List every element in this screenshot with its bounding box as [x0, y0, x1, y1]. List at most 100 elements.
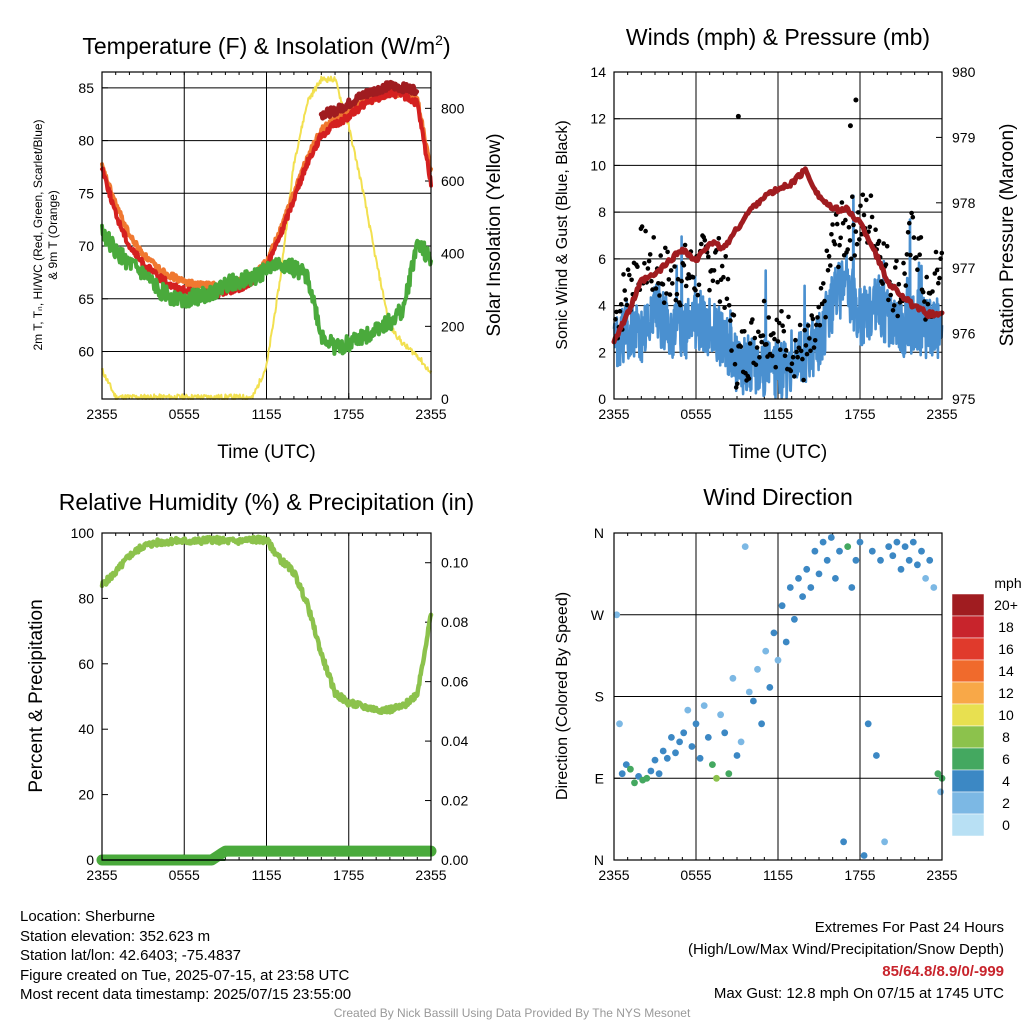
gust-point: [735, 113, 741, 119]
direction-point: [643, 774, 651, 782]
gust-point: [766, 315, 771, 320]
gust-point: [621, 272, 626, 277]
gust-point: [759, 339, 764, 345]
gust-point: [666, 277, 672, 282]
y-axis-label: 2m T, Tₙ, HI/WC (Red, Green, Scarlet/Blu…: [31, 119, 45, 350]
gust-point: [789, 361, 795, 367]
gust-point: [843, 217, 848, 223]
plot-frame: [101, 71, 432, 400]
legend-label: 10: [998, 707, 1014, 723]
direction-point: [672, 749, 679, 757]
direction-point: [922, 575, 929, 582]
y-right-tick-label: 0: [441, 391, 449, 407]
legend-label: 18: [998, 619, 1014, 635]
gust-point: [868, 193, 874, 198]
direction-point: [807, 584, 815, 591]
gust-point: [661, 300, 667, 306]
series-line-hi-wc: [318, 79, 420, 121]
y-right-tick-label: 0.06: [441, 674, 468, 690]
direction-point: [696, 754, 704, 762]
y-tick-label: 6: [598, 251, 606, 267]
y-right-tick-label: 600: [441, 173, 465, 189]
extremes-values: 85/64.8/8.9/0/-999: [882, 963, 1004, 980]
gust-point: [932, 271, 938, 276]
gust-point: [699, 241, 704, 247]
y-right-tick-label: 978: [952, 195, 976, 211]
gust-point: [925, 301, 931, 307]
direction-point: [663, 754, 671, 762]
gust-point: [665, 249, 670, 255]
y-tick-label: 8: [598, 204, 606, 220]
gust-point: [884, 243, 890, 249]
legend-swatch: [951, 703, 985, 727]
gust-point: [725, 276, 731, 282]
gust-point: [629, 277, 634, 283]
direction-point: [692, 720, 700, 728]
extremes-title: Extremes For Past 24 Hours: [814, 919, 1004, 936]
gust-point: [850, 194, 855, 199]
legend-swatch: [951, 615, 985, 639]
direction-point: [799, 593, 806, 600]
y-tick-label: 80: [78, 133, 94, 149]
gust-point: [729, 348, 734, 353]
y-right-tick-label: 400: [441, 246, 465, 262]
legend-swatch: [951, 681, 985, 705]
direction-point: [885, 543, 893, 550]
gust-point: [782, 353, 788, 359]
x-tick-label: 0555: [169, 406, 200, 422]
gust-point: [764, 342, 769, 347]
gust-point: [790, 354, 796, 360]
x-tick-label: 2355: [598, 867, 629, 883]
gust-point: [721, 274, 726, 280]
gust-point: [672, 264, 677, 269]
x-tick-label: 2355: [926, 867, 957, 883]
gust-point: [924, 274, 929, 280]
gust-point: [649, 278, 654, 284]
gust-point: [805, 323, 811, 328]
station-info: Location: Sherburne Station elevation: 3…: [20, 907, 351, 1005]
chart-title: Winds (mph) & Pressure (mb): [626, 24, 930, 50]
gust-point: [802, 327, 807, 333]
y-right-tick-label: 0.10: [441, 555, 468, 571]
gust-point: [719, 263, 725, 269]
gust-point: [876, 238, 882, 244]
gust-point: [797, 322, 803, 328]
series-line-solar-insolation: [101, 75, 432, 400]
gust-point: [800, 356, 805, 362]
gust-point: [793, 337, 798, 343]
gust-point: [853, 229, 859, 234]
gust-point: [752, 335, 758, 341]
gust-point: [728, 318, 733, 323]
gust-point: [622, 288, 627, 293]
y-tick-label: 60: [78, 656, 94, 672]
x-axis-label: Time (UTC): [729, 442, 828, 463]
gust-point: [667, 292, 673, 297]
gust-point: [825, 268, 831, 273]
gust-point: [890, 308, 896, 313]
station-elevation: Station elevation: 352.623 m: [20, 927, 211, 945]
gust-point: [760, 333, 766, 338]
direction-point: [613, 611, 621, 619]
direction-point: [782, 638, 790, 646]
legend-swatch: [951, 791, 985, 815]
x-tick-label: 0555: [680, 867, 711, 883]
direction-point: [868, 547, 876, 555]
y-tick-label: 40: [78, 721, 94, 737]
station-latlon: Station lat/lon: 42.6403; -75.4837: [20, 947, 242, 965]
y-tick-label: 2: [598, 344, 606, 360]
gust-point: [717, 299, 723, 304]
gust-point: [808, 348, 813, 354]
gust-point: [735, 381, 740, 387]
gust-point: [647, 252, 653, 257]
y-tick-label: W: [591, 607, 605, 623]
gust-point: [656, 281, 661, 286]
gust-point: [824, 248, 830, 254]
gust-point: [617, 308, 623, 314]
gust-point: [779, 309, 784, 314]
gust-point: [853, 97, 859, 103]
y-right-tick-label: 800: [441, 100, 465, 116]
gust-point: [650, 287, 655, 292]
gust-point: [822, 298, 827, 304]
direction-point: [737, 738, 745, 746]
